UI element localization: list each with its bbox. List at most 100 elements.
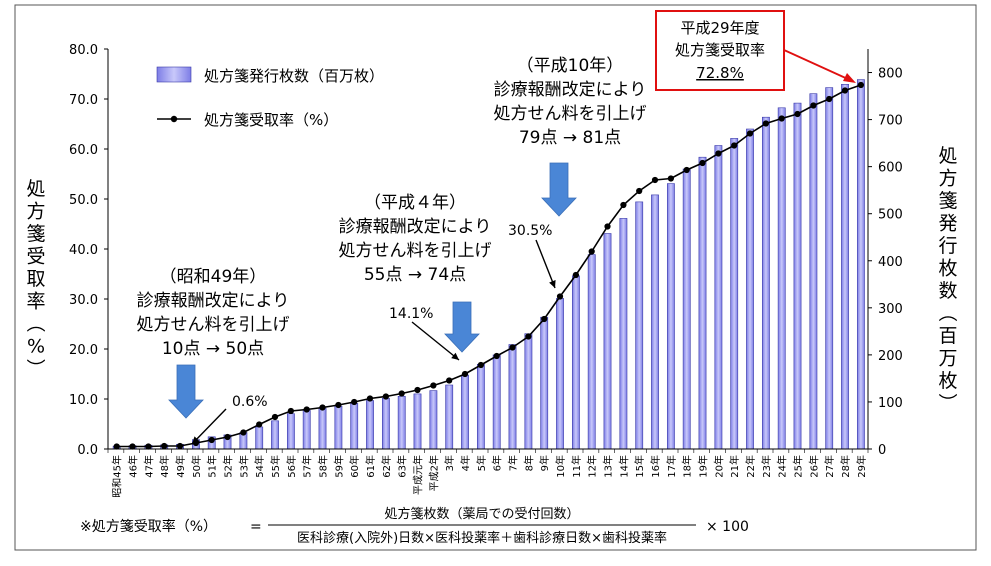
axis-title-char: 処 xyxy=(938,145,957,167)
right-tick-label: 800 xyxy=(878,67,903,82)
left-tick-label: 70.0 xyxy=(69,93,98,108)
bar xyxy=(603,233,612,450)
left-axis-title: 処方箋受取率（%） xyxy=(24,178,46,378)
bar xyxy=(841,84,849,450)
rate-point xyxy=(556,293,564,300)
rate-point xyxy=(541,315,548,323)
rate-point xyxy=(572,271,580,279)
bar xyxy=(793,102,802,450)
bar xyxy=(777,107,786,450)
x-tick-label: 53年 xyxy=(237,455,250,478)
x-tick-labels: 昭和45年 46年 47年 48年 49年 50年 51年 52年 53年 54年 55年 56年 57… xyxy=(111,455,868,498)
annotation-line: （昭和49年） xyxy=(160,267,267,287)
rate-point xyxy=(446,377,453,384)
x-tick-label: 23年 xyxy=(760,455,773,478)
rate-point xyxy=(271,413,279,421)
x-tick-label: 25年 xyxy=(792,455,805,478)
x-tick-label: 58年 xyxy=(317,455,330,478)
right-tick-label: 0 xyxy=(878,443,886,458)
pointer-arrowhead-icon xyxy=(549,280,556,288)
x-tick-label: 18年 xyxy=(681,455,694,478)
rate-point xyxy=(841,87,849,94)
rate-point xyxy=(319,404,326,411)
point-label-30-5: 30.5% xyxy=(508,223,552,239)
bar xyxy=(508,344,517,450)
x-tick-label: 27年 xyxy=(823,455,836,478)
rate-point xyxy=(525,333,532,340)
rate-point xyxy=(636,187,643,195)
x-tick-label: 62年 xyxy=(380,455,393,478)
bar xyxy=(540,316,549,450)
callout-border xyxy=(655,10,785,91)
callout-value: 72.8% xyxy=(696,64,744,82)
x-tick-label: 28年 xyxy=(839,455,852,478)
x-tick-label: 56年 xyxy=(285,455,298,478)
formula-numerator: 処方箋枚数（薬局での受付回数） xyxy=(384,506,579,522)
x-tick-label: 22年 xyxy=(744,455,757,478)
bar xyxy=(413,393,422,450)
legend-bar-swatch xyxy=(156,66,192,83)
x-tick-label: 55年 xyxy=(269,455,282,478)
x-tick-label: 63年 xyxy=(396,455,409,478)
left-tick-label: 60.0 xyxy=(69,143,98,158)
axis-title-char: 率 xyxy=(26,291,45,313)
rate-point xyxy=(351,398,358,406)
x-tick-label: 47年 xyxy=(142,455,155,478)
axis-title-char: 万 xyxy=(938,348,957,370)
line-series xyxy=(113,81,865,450)
rate-point xyxy=(240,429,247,436)
x-tick-label: 15年 xyxy=(633,455,646,478)
x-tick-label: 51年 xyxy=(206,455,219,478)
bar xyxy=(698,156,707,450)
rate-point xyxy=(509,344,516,351)
x-tick-label: 12年 xyxy=(586,455,599,478)
x-tick-label: 48年 xyxy=(158,455,171,478)
rate-point xyxy=(382,393,389,400)
axis-title-char: （ xyxy=(24,313,46,332)
bar xyxy=(476,363,485,450)
rate-point xyxy=(794,110,801,118)
rate-point xyxy=(461,370,469,378)
right-axis-title: 処方箋発行枚数（百万枚） xyxy=(936,145,958,412)
annotation-arrows xyxy=(168,162,577,445)
axis-title-char: 数 xyxy=(938,280,957,302)
x-tick-label: 13年 xyxy=(602,455,615,478)
x-tick-label: 49年 xyxy=(174,455,187,478)
bar xyxy=(856,79,865,450)
pointer-arrow-line xyxy=(535,239,556,289)
axis-title-char: 方 xyxy=(938,168,957,190)
axis-title-char: 枚 xyxy=(938,258,957,280)
bar xyxy=(366,400,374,450)
axis-title-char: 箋 xyxy=(938,190,957,212)
x-tick-label: 54年 xyxy=(253,455,266,478)
x-tick-label: 50年 xyxy=(190,455,203,478)
x-tick-label: 5年 xyxy=(475,455,488,471)
rate-point xyxy=(493,352,500,360)
axis-title-char: 受 xyxy=(26,246,45,268)
outer-border xyxy=(14,4,977,551)
annotation-line: （平成10年） xyxy=(517,56,624,76)
bar xyxy=(619,218,628,450)
rate-point xyxy=(129,443,136,450)
left-tick-label: 30.0 xyxy=(69,293,98,308)
x-tick-label: 8年 xyxy=(522,455,535,471)
x-tick-label: 4年 xyxy=(459,455,472,471)
rate-point xyxy=(857,81,865,89)
formula-denominator: 医科診療(入院外)日数×医科投薬率＋歯科診療日数×歯科投薬率 xyxy=(297,530,667,546)
x-tick-label: 11年 xyxy=(570,455,583,478)
rate-point xyxy=(778,115,785,122)
rate-point xyxy=(208,436,215,444)
bar xyxy=(746,128,754,450)
bar xyxy=(730,138,739,450)
x-tick-label: 19年 xyxy=(697,455,710,478)
annotation-line: 診療報酬改定により xyxy=(494,80,647,100)
pointer-arrow-line xyxy=(411,321,460,361)
bar xyxy=(809,93,818,450)
x-tick-label: 60年 xyxy=(348,455,361,478)
bar xyxy=(429,390,438,450)
legend-line-marker xyxy=(170,115,178,123)
rate-point xyxy=(430,382,437,389)
x-tick-label: 20年 xyxy=(712,455,725,478)
right-tick-label: 300 xyxy=(878,302,903,317)
